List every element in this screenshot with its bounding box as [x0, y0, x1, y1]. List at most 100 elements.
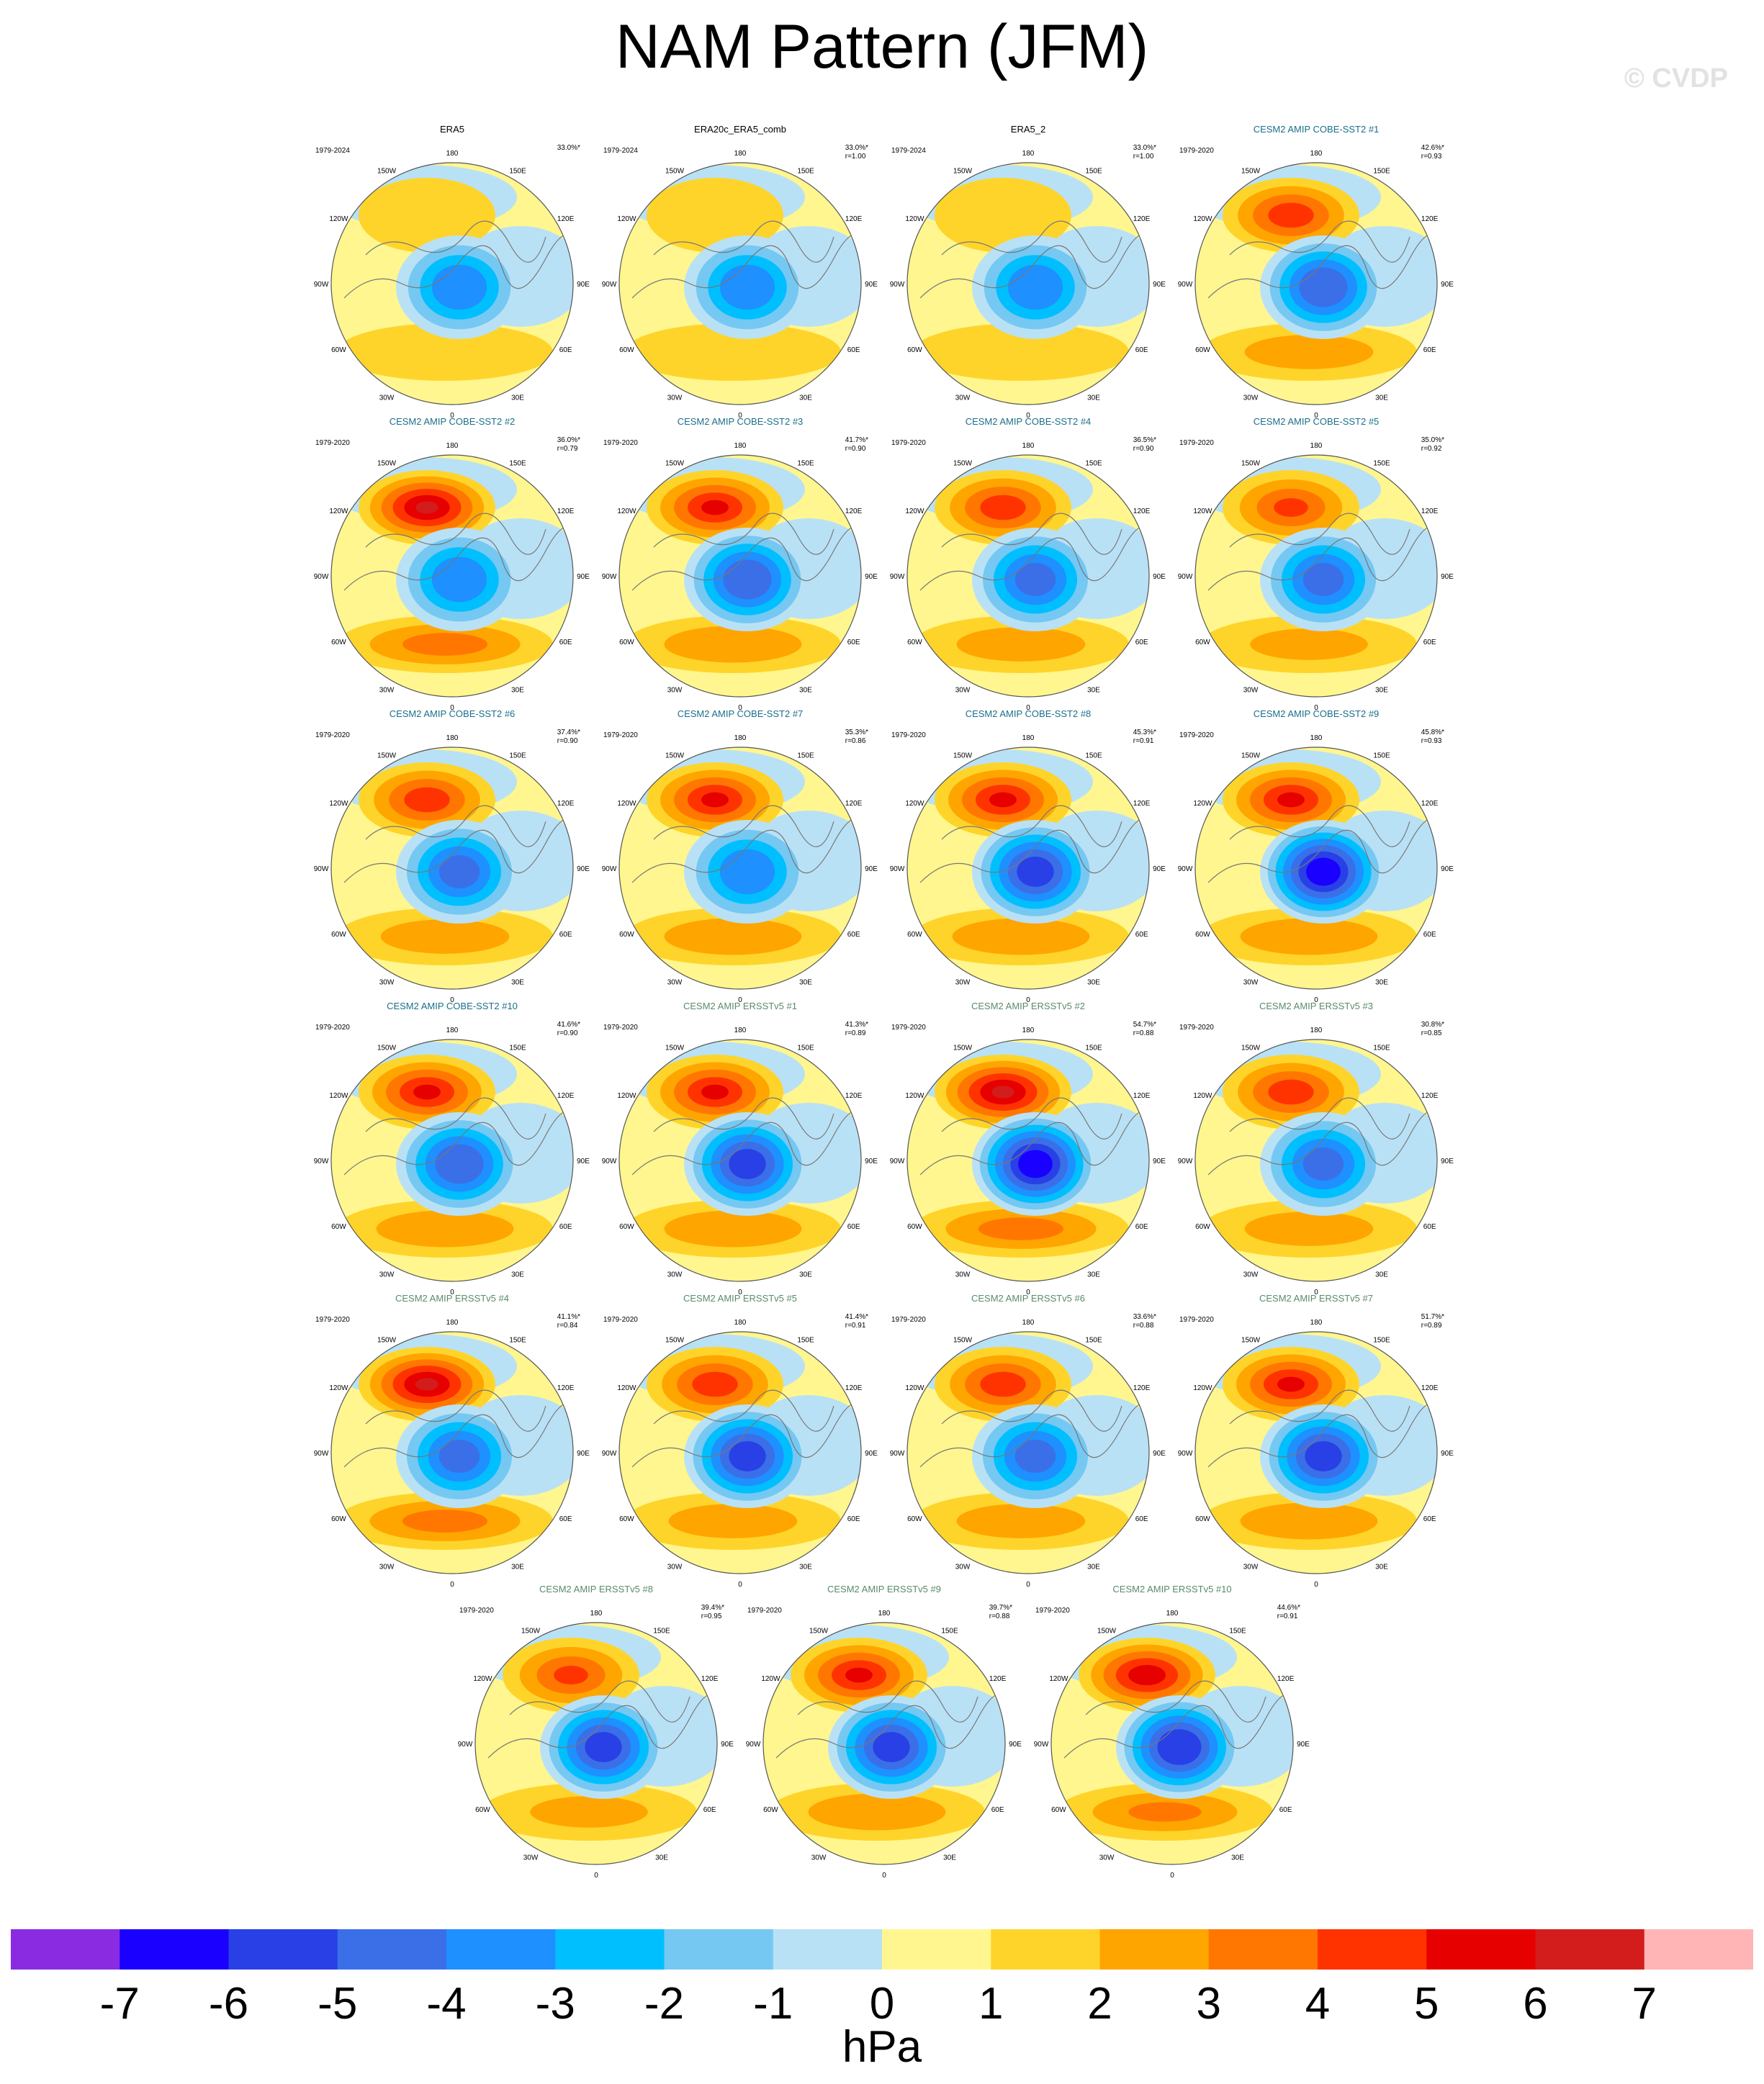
colorbar-units: hPa — [842, 2022, 922, 2072]
longitude-label: 90E — [865, 1450, 878, 1458]
map-panel: 180 150E 120E 90E 60E 30E 0 30W 60W 90W 120W 150W CE… — [1172, 1293, 1460, 1595]
map-panel: 180 150E 120E 90E 60E 30E 0 30W 60W 90W 120W 150W CE… — [596, 416, 884, 718]
longitude-label: 90E — [865, 865, 878, 873]
longitude-label: 150E — [509, 459, 526, 467]
longitude-label: 180 — [734, 1027, 747, 1034]
map-panel: 180 150E 120E 90E 60E 30E 0 30W 60W 90W 120W 150W CE… — [884, 1293, 1172, 1595]
map-outline — [618, 454, 862, 698]
longitude-label: 0 — [738, 704, 742, 712]
longitude-label: 120W — [329, 800, 348, 808]
colorbar-tick-label: 7 — [1632, 1979, 1657, 2029]
longitude-label: 90W — [602, 573, 617, 581]
longitude-label: 90W — [1178, 865, 1193, 873]
longitude-label: 90E — [865, 281, 878, 289]
panel-pattern-correlation: r=0.91 — [1133, 737, 1154, 745]
panel-title: CESM2 AMIP COBE-SST2 #2 — [389, 416, 516, 427]
longitude-label: 60E — [847, 346, 860, 354]
coastline — [1207, 1389, 1437, 1468]
panel-title: CESM2 AMIP ERSSTv5 #10 — [1112, 1584, 1232, 1594]
longitude-label: 120E — [1133, 215, 1151, 223]
panel-title: CESM2 AMIP ERSSTv5 #7 — [1259, 1293, 1373, 1304]
anomaly-contour — [438, 1439, 480, 1474]
longitude-label: 60W — [619, 1515, 634, 1523]
anomaly-contour — [1128, 1664, 1166, 1686]
longitude-label: 60E — [559, 1515, 572, 1523]
panel-period: 1979-2020 — [603, 439, 638, 447]
longitude-label: 150W — [953, 752, 973, 759]
longitude-label: 60E — [559, 1223, 572, 1231]
longitude-label: 90E — [1441, 1158, 1454, 1165]
longitude-label: 0 — [450, 412, 454, 420]
longitude-label: 180 — [1022, 1027, 1035, 1034]
longitude-label: 120E — [557, 1384, 575, 1392]
map-panel: 180 150E 120E 90E 60E 30E 0 30W 60W 90W 120W 150W CE… — [884, 416, 1172, 718]
anomaly-contour — [1157, 1729, 1202, 1765]
longitude-label: 0 — [1026, 996, 1030, 1004]
longitude-label: 120E — [1133, 508, 1151, 515]
map-panel: 180 150E 120E 90E 60E 30E 0 30W 60W 90W 120W 150W CE… — [308, 1001, 596, 1303]
anomaly-contour — [935, 178, 1071, 253]
longitude-label: 60W — [1195, 931, 1210, 939]
panel-period: 1979-2020 — [315, 1316, 350, 1324]
longitude-label: 150W — [665, 459, 685, 467]
longitude-label: 30E — [1375, 394, 1388, 402]
longitude-label: 120W — [617, 215, 636, 223]
anomaly-contour — [359, 178, 495, 253]
longitude-label: 90W — [890, 865, 905, 873]
longitude-label: 60E — [559, 639, 572, 646]
longitude-label: 30W — [1243, 394, 1259, 402]
longitude-label: 150E — [1085, 1044, 1102, 1052]
map-outline — [330, 746, 574, 990]
panel-pattern-correlation: r=0.86 — [845, 737, 866, 745]
panel-period: 1979-2020 — [891, 439, 926, 447]
coastline — [343, 805, 573, 883]
colorbar-tick-label: 5 — [1414, 1979, 1439, 2029]
colorbar-tick-label: 3 — [1196, 1979, 1221, 2029]
longitude-label: 120W — [1193, 1092, 1212, 1100]
panel-percent-variance: 33.0%* — [1133, 144, 1156, 152]
coastline — [1207, 513, 1437, 591]
map-outline — [330, 454, 574, 698]
longitude-label: 90W — [1034, 1741, 1049, 1749]
longitude-label: 60E — [1135, 1515, 1148, 1523]
longitude-label: 150E — [1085, 459, 1102, 467]
panel-percent-variance: 54.7%* — [1133, 1021, 1156, 1029]
longitude-label: 60E — [847, 1515, 860, 1523]
anomaly-contour — [664, 626, 802, 663]
longitude-label: 150E — [1085, 167, 1102, 175]
longitude-label: 90E — [1441, 281, 1454, 289]
longitude-label: 180 — [446, 442, 459, 450]
longitude-label: 30E — [511, 687, 524, 695]
panel-title: CESM2 AMIP COBE-SST2 #4 — [965, 416, 1092, 427]
longitude-label: 150E — [1373, 167, 1390, 175]
longitude-label: 0 — [450, 1289, 454, 1296]
panel-percent-variance: 41.1%* — [557, 1313, 580, 1321]
longitude-label: 30E — [799, 1564, 812, 1571]
map-outline — [618, 1039, 862, 1282]
panel-title: CESM2 AMIP ERSSTv5 #6 — [971, 1293, 1085, 1304]
longitude-label: 90W — [1178, 1450, 1193, 1458]
longitude-label: 30W — [379, 687, 395, 695]
polar-map: 180 150E 120E 90E 60E 30E 0 30W 60W 90W 120W 150W — [314, 734, 590, 1004]
panel-title: CESM2 AMIP COBE-SST2 #6 — [389, 708, 516, 719]
anomaly-contour — [668, 1504, 798, 1538]
longitude-label: 150E — [509, 1336, 526, 1344]
polar-map: 180 150E 120E 90E 60E 30E 0 30W 60W 90W 120W 150W — [1178, 1027, 1454, 1296]
panel-stats: 45.8%* r=0.93 — [1421, 729, 1444, 746]
longitude-label: 30W — [955, 979, 971, 987]
map-panel: 180 150E 120E 90E 60E 30E 0 30W 60W 90W 120W 150W ER… — [596, 124, 884, 426]
longitude-label: 90W — [890, 1158, 905, 1165]
longitude-label: 30E — [1375, 979, 1388, 987]
anomaly-contour — [413, 1084, 441, 1100]
panel-stats: 54.7%* r=0.88 — [1133, 1021, 1156, 1038]
map-outline — [618, 1331, 862, 1574]
panel-period: 1979-2020 — [603, 1024, 638, 1032]
longitude-label: 60W — [475, 1806, 490, 1814]
longitude-label: 60E — [1423, 639, 1436, 646]
longitude-label: 30E — [511, 1271, 524, 1279]
longitude-label: 120W — [761, 1675, 780, 1683]
longitude-label: 60W — [331, 346, 346, 354]
longitude-label: 180 — [446, 734, 459, 742]
colorbar-swatch — [1318, 1929, 1427, 1970]
longitude-label: 120W — [1193, 800, 1212, 808]
